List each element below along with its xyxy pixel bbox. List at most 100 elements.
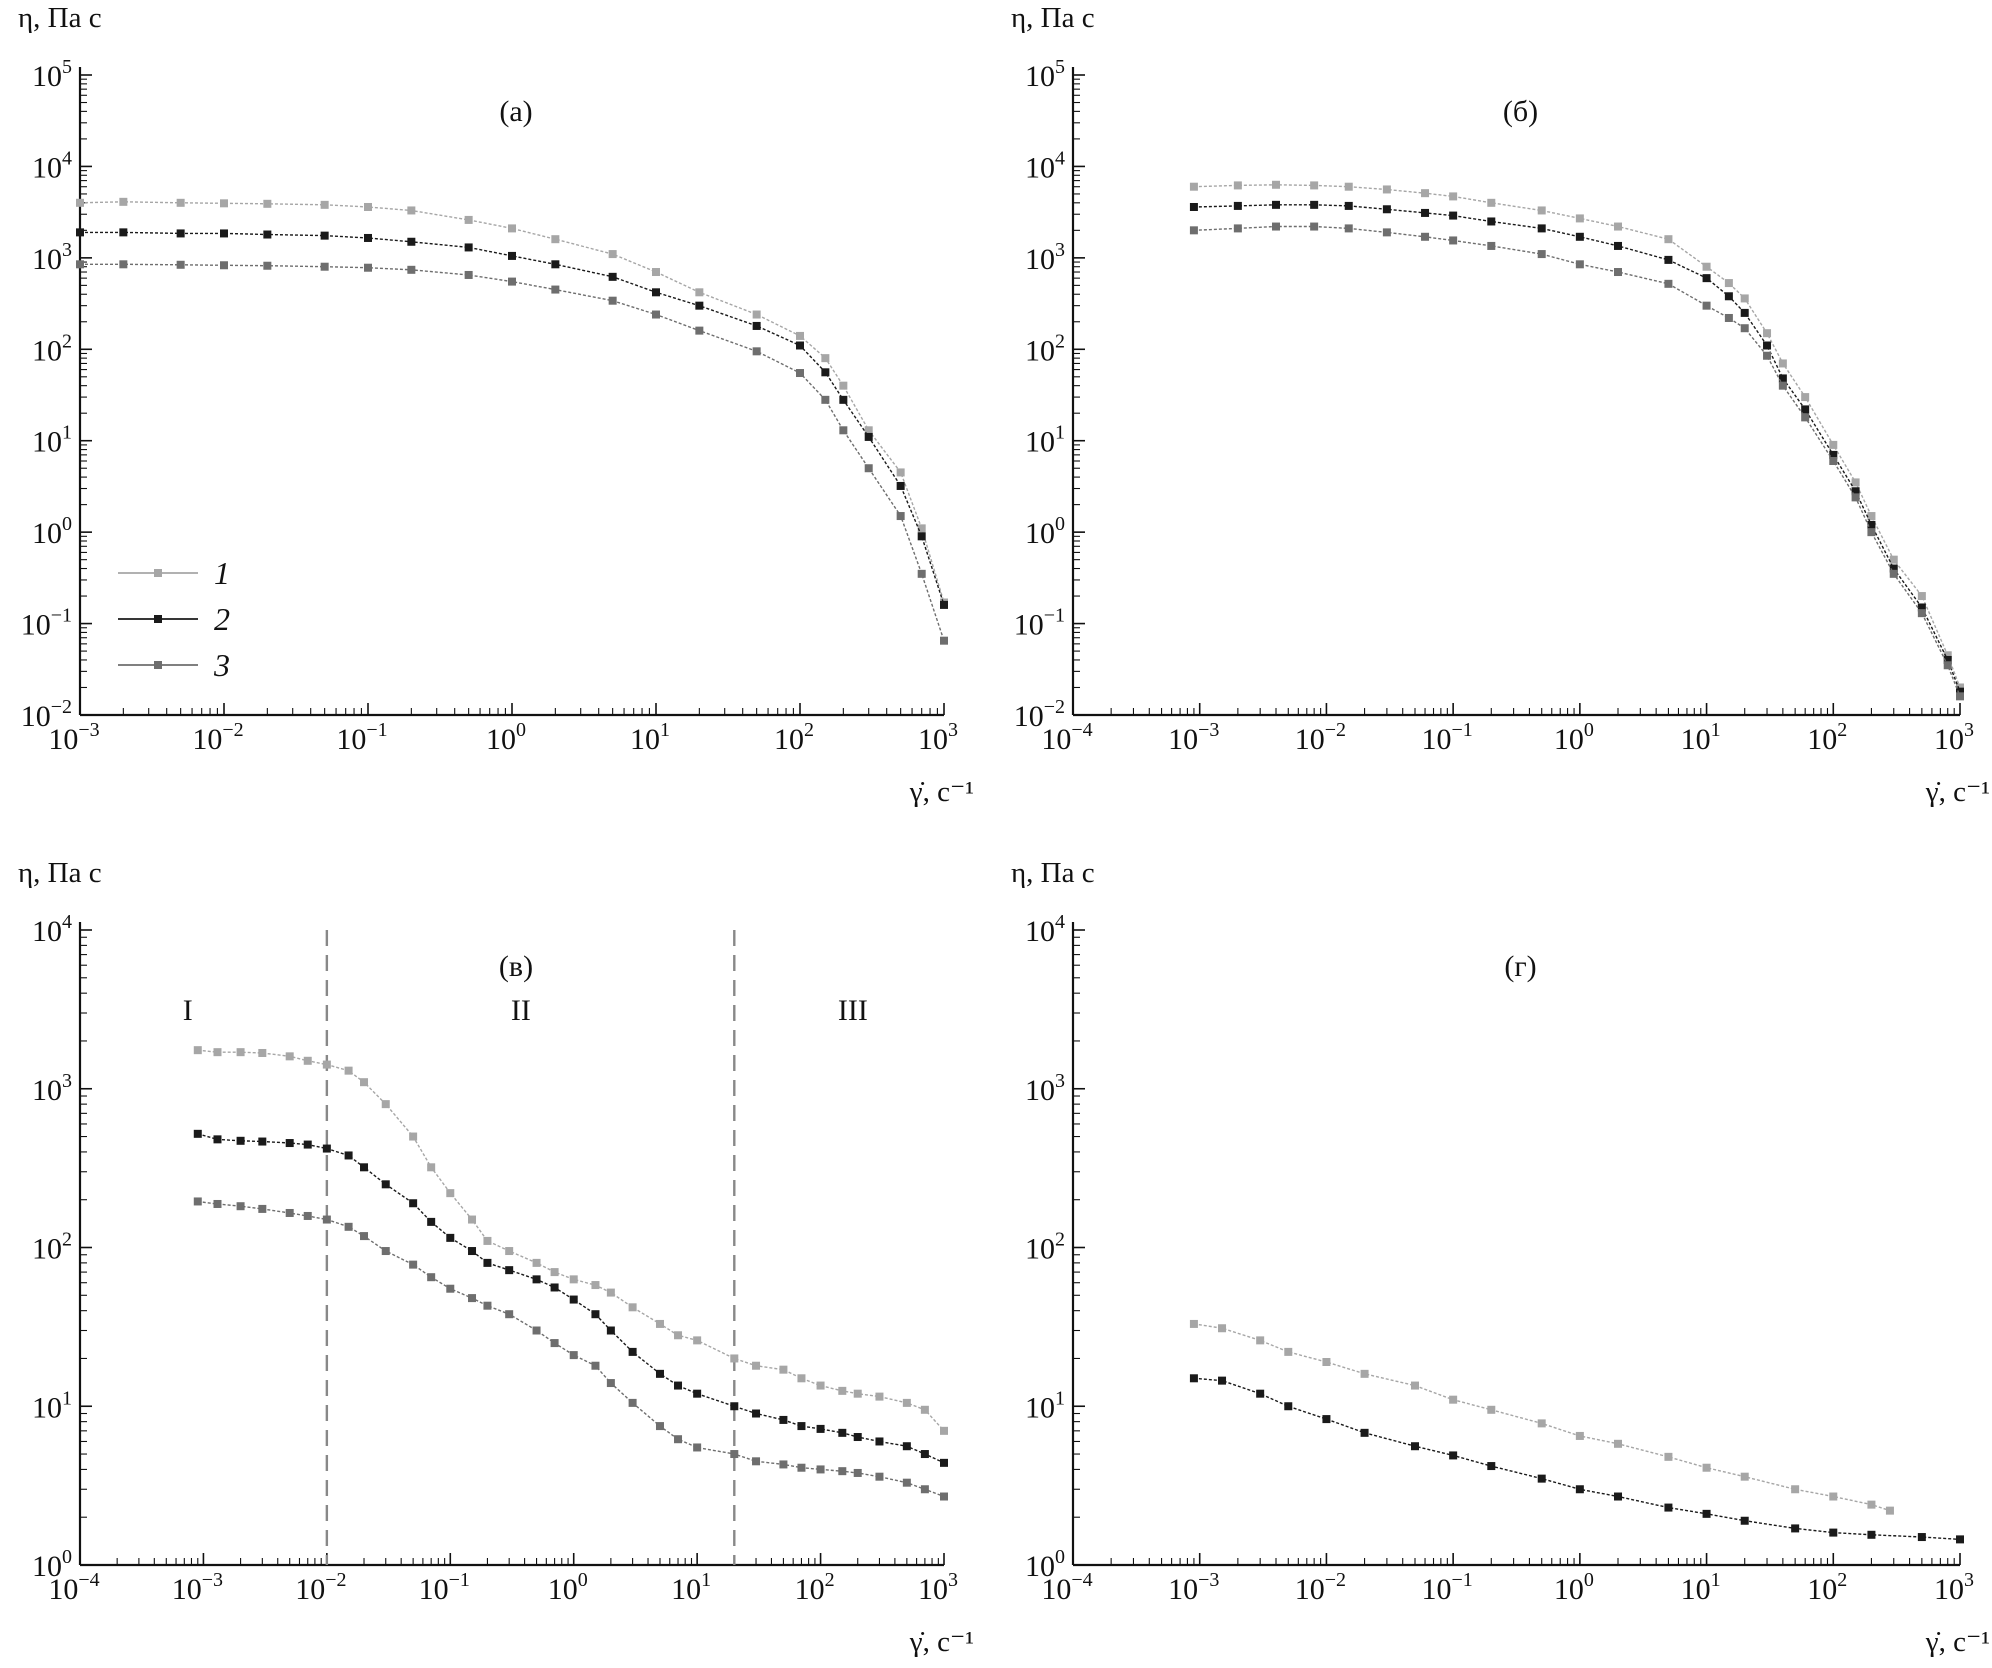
data-point (1664, 1452, 1673, 1461)
x-tick-label: 100 (1554, 719, 1594, 756)
data-point (468, 1247, 477, 1256)
data-point (119, 260, 128, 269)
data-point (1778, 359, 1787, 368)
data-point (220, 261, 228, 270)
data-point (1740, 324, 1749, 333)
data-point (816, 1381, 825, 1390)
series-line (1193, 204, 1961, 692)
x-tick-label: 10−2 (295, 1569, 346, 1606)
data-point (902, 1478, 911, 1487)
data-point (652, 268, 660, 277)
data-point (176, 260, 185, 269)
data-point (1956, 687, 1964, 696)
data-point (752, 347, 761, 356)
x-tick-label: 102 (1807, 719, 1847, 756)
data-point (551, 260, 560, 269)
data-point (1917, 1533, 1926, 1542)
y-tick-label: 100 (32, 513, 72, 550)
data-point (1487, 217, 1496, 226)
data-point (1575, 1485, 1584, 1494)
data-point (1867, 512, 1876, 521)
data-point (1614, 1492, 1623, 1501)
data-point (1867, 528, 1876, 537)
y-axis-title: η, Па с (1011, 857, 1095, 889)
data-point (344, 1066, 353, 1075)
data-point (446, 1233, 455, 1242)
data-point (674, 1435, 683, 1444)
data-point (1885, 1506, 1894, 1515)
data-point (1449, 1395, 1458, 1404)
data-point (303, 1056, 312, 1065)
data-point (1763, 341, 1772, 350)
x-axis-title: γ̇, с⁻¹ (909, 776, 974, 808)
data-point (468, 1294, 477, 1303)
data-point (1284, 1347, 1293, 1356)
data-point (920, 1485, 929, 1494)
x-tick-label: 100 (1554, 1569, 1594, 1606)
y-tick-label: 104 (1025, 911, 1065, 948)
x-axis-title: γ̇, с⁻¹ (1925, 1626, 1990, 1658)
data-point (1575, 260, 1584, 269)
data-point (1791, 1485, 1800, 1494)
data-point (258, 1048, 267, 1057)
data-point (427, 1163, 436, 1172)
data-point (655, 1369, 664, 1378)
data-point (1233, 201, 1242, 210)
data-point (1889, 564, 1898, 573)
data-point (853, 1389, 862, 1398)
data-point (464, 243, 473, 252)
data-point (1189, 226, 1198, 235)
series-2 (1189, 1374, 1964, 1544)
data-point (1218, 1376, 1227, 1385)
data-point (446, 1284, 455, 1293)
data-point (591, 1281, 600, 1290)
data-point (220, 229, 228, 238)
y-axis-title: η, Па с (18, 2, 102, 34)
data-point (176, 198, 185, 207)
data-point (1189, 1319, 1198, 1328)
data-point (1449, 236, 1458, 245)
x-tick-label: 102 (795, 1569, 835, 1606)
x-tick-label: 10−1 (336, 719, 387, 756)
y-tick-label: 103 (1025, 239, 1065, 276)
data-point (779, 1415, 788, 1424)
y-tick-label: 100 (1025, 1546, 1065, 1583)
data-point (320, 262, 329, 271)
data-point (1829, 456, 1838, 465)
data-point (655, 1422, 664, 1431)
data-point (360, 1232, 369, 1241)
data-point (344, 1222, 353, 1231)
data-point (896, 468, 905, 477)
data-point (381, 1100, 390, 1109)
x-tick-label: 101 (671, 1569, 711, 1606)
x-tick-label: 103 (918, 1569, 958, 1606)
y-tick-label: 102 (1025, 330, 1065, 367)
data-point (532, 1275, 541, 1284)
x-tick-label: 10−2 (1295, 719, 1346, 756)
data-point (320, 231, 329, 240)
data-point (1537, 224, 1546, 233)
x-tick-label: 100 (548, 1569, 588, 1606)
data-point (263, 261, 272, 270)
region-label: II (511, 994, 531, 1027)
series-3 (193, 1197, 948, 1501)
series-2 (76, 228, 948, 609)
data-point (193, 1046, 202, 1055)
data-point (838, 1386, 847, 1395)
data-point (1801, 393, 1810, 402)
data-point (285, 1052, 294, 1061)
x-tick-label: 10−3 (1168, 719, 1219, 756)
x-tick-label: 102 (774, 719, 814, 756)
data-point (796, 369, 804, 378)
data-point (693, 1336, 702, 1345)
data-point (360, 1163, 369, 1172)
x-tick-label: 101 (630, 719, 670, 756)
data-point (1382, 185, 1391, 194)
data-point (940, 1426, 948, 1435)
y-tick-label: 101 (32, 422, 72, 459)
data-point (796, 341, 804, 350)
data-point (1614, 268, 1623, 277)
data-point (608, 250, 617, 259)
data-point (1778, 374, 1787, 383)
data-point (213, 1048, 222, 1057)
